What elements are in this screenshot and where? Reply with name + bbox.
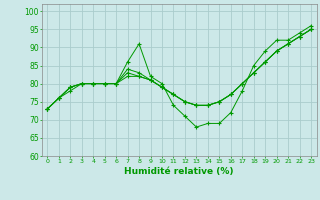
X-axis label: Humidité relative (%): Humidité relative (%) <box>124 167 234 176</box>
